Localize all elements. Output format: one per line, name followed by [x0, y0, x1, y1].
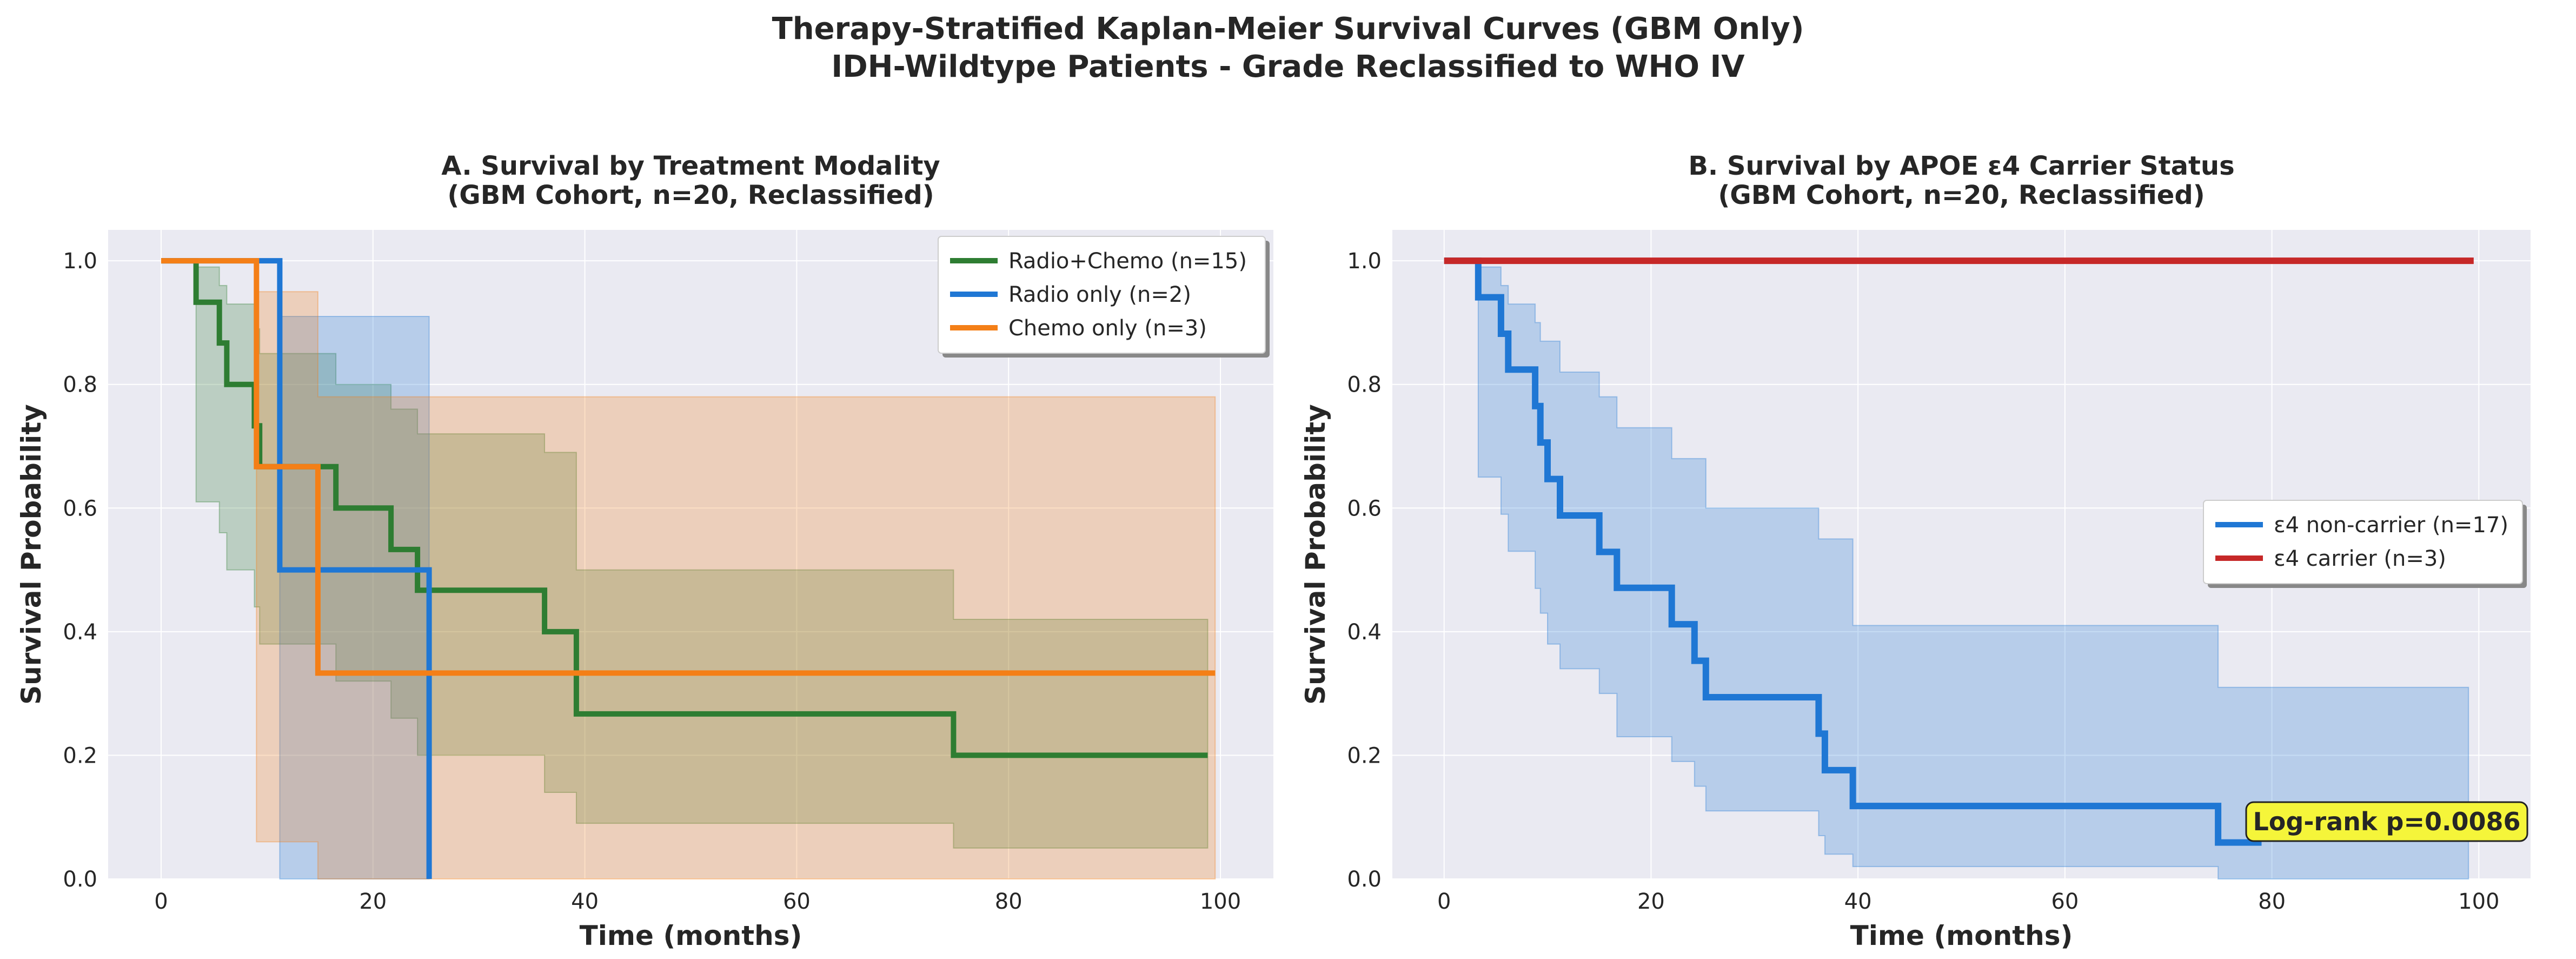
panel-title-line2: (GBM Cohort, n=20, Reclassified) [447, 180, 934, 210]
y-tick-label: 0.0 [63, 867, 97, 892]
x-axis-label: Time (months) [580, 920, 802, 951]
annotation-text: Log-rank p=0.0086 [2253, 807, 2521, 836]
x-axis-label: Time (months) [1850, 920, 2073, 951]
x-tick-label: 40 [1844, 889, 1872, 914]
y-tick-label: 1.0 [1347, 249, 1382, 274]
legend-label: ε4 carrier (n=3) [2274, 546, 2446, 571]
figure-title-line2: IDH-Wildtype Patients - Grade Reclassifi… [831, 49, 1745, 84]
log-rank-annotation: Log-rank p=0.0086 [2245, 801, 2528, 842]
legend-frame [938, 236, 1266, 354]
panel-title-line1: B. Survival by APOE ε4 Carrier Status [1688, 151, 2234, 181]
y-tick-label: 0.4 [63, 620, 97, 645]
legend-label: Radio only (n=2) [1008, 282, 1191, 307]
legend-b: ε4 non-carrier (n=17) ε4 carrier (n=3) [2203, 500, 2527, 588]
x-tick-label: 20 [359, 889, 387, 914]
legend-frame [2203, 500, 2523, 584]
survival-curve-a-2 [161, 258, 1216, 676]
x-tick-label: 80 [995, 889, 1023, 914]
y-tick-label: 1.0 [63, 249, 97, 274]
panel-a-chart: 0 20 40 60 80 100 0.0 0.2 0.4 0.6 0.8 1.0 Time (mont… [16, 151, 1273, 951]
x-tick-label: 100 [2458, 889, 2499, 914]
y-tick-label: 0.8 [63, 373, 97, 398]
x-tick-label: 40 [571, 889, 599, 914]
figure-title-line1: Therapy-Stratified Kaplan-Meier Survival… [772, 11, 1804, 47]
survival-curve-a-0 [161, 258, 1208, 758]
panel-title-line1: A. Survival by Treatment Modality [441, 151, 940, 181]
legend-label: Chemo only (n=3) [1008, 316, 1207, 341]
x-tick-label: 20 [1637, 889, 1665, 914]
y-tick-label: 0.8 [1347, 373, 1382, 398]
panel-b-chart: 0 20 40 60 80 100 0.0 0.2 0.4 0.6 0.8 1.0 Time (mont… [1300, 151, 2531, 951]
survival-curve-b-0 [1444, 257, 2262, 846]
legend-a: Radio+Chemo (n=15) Radio only (n=2) Chemo … [938, 236, 1270, 358]
legend-label: Radio+Chemo (n=15) [1008, 249, 1247, 274]
annotation-box [2245, 801, 2528, 842]
x-tick-label: 0 [1437, 889, 1451, 914]
x-tick-label: 60 [783, 889, 811, 914]
y-tick-label: 0.6 [1347, 496, 1382, 521]
ci-band-b-0 [1444, 260, 2469, 879]
x-tick-label: 60 [2051, 889, 2079, 914]
x-tick-label: 80 [2258, 889, 2286, 914]
x-tick-label: 100 [1200, 889, 1241, 914]
y-tick-label: 0.0 [1347, 867, 1382, 892]
y-tick-label: 0.2 [1347, 743, 1382, 768]
panel-title-line2: (GBM Cohort, n=20, Reclassified) [1718, 180, 2205, 210]
y-tick-label: 0.6 [63, 496, 97, 521]
x-tick-label: 0 [154, 889, 168, 914]
legend-label: ε4 non-carrier (n=17) [2274, 513, 2508, 538]
y-tick-label: 0.2 [63, 743, 97, 768]
y-axis-label: Survival Probability [16, 404, 47, 705]
y-axis-label: Survival Probability [1300, 404, 1331, 705]
y-tick-label: 0.4 [1347, 620, 1382, 645]
